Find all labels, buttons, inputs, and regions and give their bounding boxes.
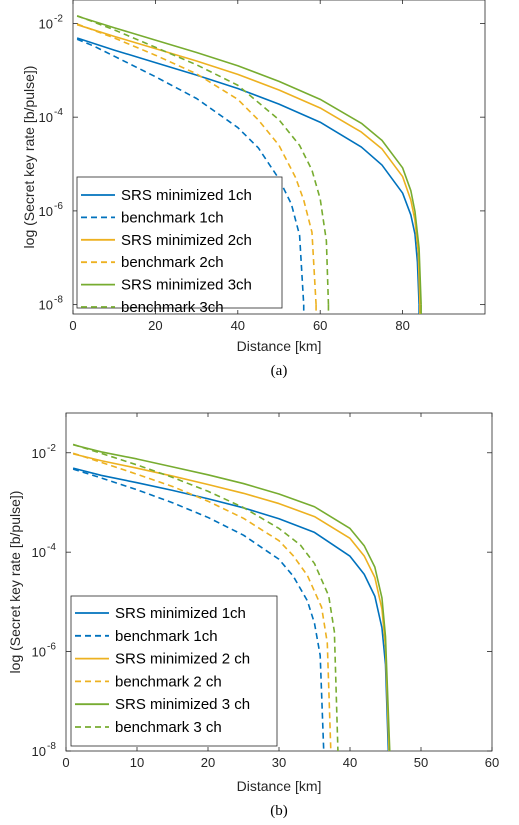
series-line-srs-minimized-3-ch xyxy=(72,443,391,751)
y-tick-label: 10 xyxy=(32,446,46,461)
x-tick-label: 20 xyxy=(201,755,215,770)
legend-label: SRS minimized 2 ch xyxy=(115,651,250,668)
x-tick-label: 80 xyxy=(395,318,409,333)
x-tick-label: 10 xyxy=(130,755,144,770)
y-tick-base: 10 xyxy=(32,645,46,660)
y-tick-base: 10 xyxy=(32,545,46,560)
x-tick-label: 60 xyxy=(313,318,327,333)
y-tick-exponent: -2 xyxy=(54,13,63,24)
x-tick-label: 0 xyxy=(69,318,76,333)
legend-b: SRS minimized 1ch benchmark 1ch SRS minimi… xyxy=(70,595,278,747)
series-line-benchmark-3ch xyxy=(76,14,330,305)
series-lines-b xyxy=(72,443,391,751)
y-tick-label: 10 xyxy=(32,645,46,660)
x-axis-ticks-b: 0 10 20 30 40 50 60 xyxy=(62,413,499,770)
y-tick-exponent: -6 xyxy=(47,642,56,653)
x-tick-label: 60 xyxy=(485,755,499,770)
x-tick-label: 0 xyxy=(62,755,69,770)
legend-label: benchmark 1ch xyxy=(121,209,224,226)
legend-items-b: SRS minimized 1ch benchmark 1ch SRS minimi… xyxy=(75,605,250,736)
y-tick-base: 10 xyxy=(39,16,53,31)
series-line-benchmark-1ch xyxy=(72,468,325,751)
y-tick-label: 10 xyxy=(39,298,53,313)
series-line-srs-minimized-3ch xyxy=(76,15,422,305)
x-tick-label: 50 xyxy=(414,755,428,770)
x-axis-label-b: Distance [km] xyxy=(237,778,322,794)
chart-panel-b: 0 10 20 30 40 50 60 10-210-410-610-8 Distance … xyxy=(7,412,499,819)
y-tick-base: 10 xyxy=(39,204,53,219)
legend-label: SRS minimized 2ch xyxy=(121,232,252,249)
legend-label: benchmark 3ch xyxy=(121,299,224,316)
y-tick-label: 10 xyxy=(39,16,53,31)
y-tick-exponent: -4 xyxy=(47,542,56,553)
x-tick-label: 40 xyxy=(343,755,357,770)
x-axis-label-a: Distance [km] xyxy=(237,338,322,354)
y-tick-exponent: -8 xyxy=(54,295,63,306)
y-axis-label-b: log (Secret key rate [b/pulse]) xyxy=(7,491,23,674)
legend-box-a xyxy=(76,176,283,309)
caption-b: (b) xyxy=(270,803,288,819)
series-line-benchmark-2ch xyxy=(76,23,317,305)
y-axis-ticks-b: 10-210-410-610-8 xyxy=(32,443,492,759)
legend-label: SRS minimized 3 ch xyxy=(115,696,250,713)
caption-a: (a) xyxy=(271,363,288,379)
legend-label: SRS minimized 1ch xyxy=(121,187,252,204)
y-tick-label: 10 xyxy=(32,744,46,759)
legend-label: benchmark 2 ch xyxy=(115,673,222,690)
x-tick-label: 20 xyxy=(148,318,162,333)
y-tick-exponent: -2 xyxy=(47,443,56,454)
y-tick-base: 10 xyxy=(39,110,53,125)
y-tick-exponent: -4 xyxy=(54,107,63,118)
y-axis-label-a: log (Secret key rate [b/pulse]) xyxy=(21,66,37,249)
series-line-benchmark-2-ch xyxy=(72,452,332,751)
y-axis-ticks-a: 10-210-410-610-8 xyxy=(39,13,485,313)
legend-label: SRS minimized 3ch xyxy=(121,277,252,294)
x-tick-label: 30 xyxy=(272,755,286,770)
chart-panel-a: 0 20 40 60 80 10-210-410-610-8 Distance [km]… xyxy=(21,0,486,379)
legend-label: benchmark 3 ch xyxy=(115,719,222,736)
y-tick-base: 10 xyxy=(32,446,46,461)
x-axis-ticks-a: 0 20 40 60 80 xyxy=(69,0,410,333)
series-line-benchmark-3-ch xyxy=(72,443,339,751)
x-tick-label: 40 xyxy=(231,318,245,333)
series-lines-a xyxy=(76,14,422,314)
legend-label: benchmark 2ch xyxy=(121,254,224,271)
series-line-benchmark-1ch xyxy=(76,38,305,305)
series-line-srs-minimized-1ch xyxy=(76,37,420,305)
legend-label: benchmark 1ch xyxy=(115,628,218,645)
series-line-srs-minimized-2-ch xyxy=(72,453,390,751)
legend-a: SRS minimized 1ch benchmark 1ch SRS minimi… xyxy=(76,176,283,316)
series-line-srs-minimized-1ch xyxy=(72,467,390,751)
y-tick-base: 10 xyxy=(39,298,53,313)
y-tick-exponent: -6 xyxy=(54,201,63,212)
legend-label: SRS minimized 1ch xyxy=(115,605,246,622)
y-tick-label: 10 xyxy=(32,545,46,560)
legend-items-a: SRS minimized 1ch benchmark 1ch SRS minimi… xyxy=(81,187,252,316)
y-tick-base: 10 xyxy=(32,744,46,759)
legend-box-b xyxy=(70,595,278,747)
y-tick-exponent: -8 xyxy=(47,741,56,752)
y-tick-label: 10 xyxy=(39,204,53,219)
y-tick-label: 10 xyxy=(39,110,53,125)
